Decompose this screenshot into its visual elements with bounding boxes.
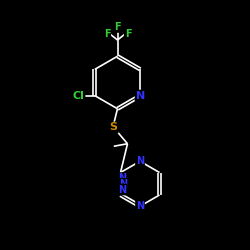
Text: F: F bbox=[125, 30, 131, 40]
Text: S: S bbox=[110, 122, 118, 132]
Text: Cl: Cl bbox=[72, 90, 85, 101]
Text: F: F bbox=[114, 22, 121, 32]
Text: N: N bbox=[136, 90, 145, 101]
Text: N: N bbox=[118, 184, 126, 194]
Text: N: N bbox=[119, 179, 127, 189]
Text: N: N bbox=[136, 201, 144, 211]
Text: F: F bbox=[104, 30, 110, 40]
Text: N: N bbox=[118, 173, 126, 183]
Text: N: N bbox=[136, 156, 144, 166]
